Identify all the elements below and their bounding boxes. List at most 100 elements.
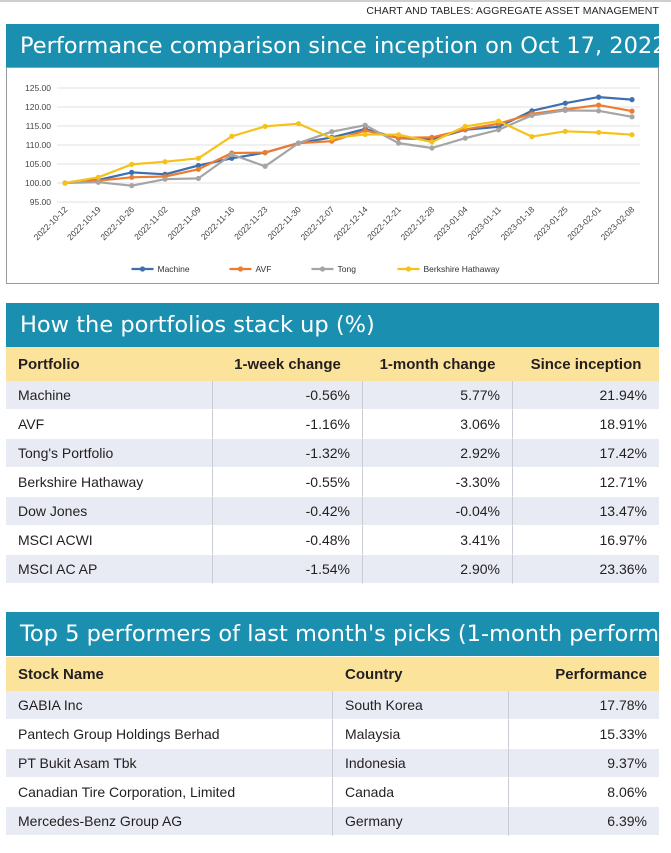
table-row: GABIA Inc South Korea 17.78% (6, 691, 659, 720)
stock-name: Pantech Group Holdings Berhad (6, 720, 332, 749)
table-row: Pantech Group Holdings Berhad Malaysia 1… (6, 720, 659, 749)
month-change: 3.41% (362, 526, 512, 555)
top5-title-banner: Top 5 performers of last month's picks (… (6, 612, 659, 656)
x-tick-label: 2023-01-25 (532, 204, 570, 242)
portfolio-header-inception: Since inception (512, 347, 659, 381)
series-line (64, 119, 633, 185)
data-point (529, 112, 535, 118)
stock-country: South Korea (332, 691, 508, 720)
data-point (229, 133, 235, 139)
y-tick-label: 115.00 (26, 121, 52, 131)
series-line (64, 103, 633, 185)
inception-change: 12.71% (512, 468, 659, 497)
week-change: -1.32% (212, 439, 362, 468)
data-point (262, 163, 268, 169)
legend-marker (237, 266, 244, 272)
line-chart-svg: 95.00 100.00 105.00 110.00 115.00 120.00 125.0… (25, 83, 640, 274)
data-point (229, 155, 235, 161)
legend-label: Tong (338, 264, 357, 274)
data-point (429, 134, 435, 140)
stock-country: Canada (332, 778, 508, 807)
portfolio-table: Portfolio 1-week change 1-month change S… (6, 347, 659, 584)
x-tick-label: 2023-01-11 (466, 204, 504, 242)
month-change: 2.90% (362, 555, 512, 584)
data-point (195, 175, 202, 182)
data-point (562, 107, 568, 114)
stock-performance: 15.33% (508, 720, 659, 749)
series-line (64, 96, 633, 185)
x-tick-label: 2022-11-23 (232, 204, 270, 242)
stock-name: Mercedes-Benz Group AG (6, 807, 332, 836)
data-point (129, 183, 135, 189)
data-point (329, 129, 335, 135)
stock-name: Canadian Tire Corporation, Limited (6, 778, 332, 807)
inception-change: 13.47% (512, 497, 659, 526)
x-tick-label: 2022-12-07 (298, 204, 336, 242)
stock-country: Malaysia (332, 720, 508, 749)
table-row: Canadian Tire Corporation, Limited Canad… (6, 778, 659, 807)
data-point (129, 174, 135, 180)
portfolio-name: Machine (6, 381, 212, 410)
table-row: Mercedes-Benz Group AG Germany 6.39% (6, 807, 659, 836)
data-point (495, 127, 502, 133)
portfolio-name: Dow Jones (6, 497, 212, 526)
stock-name: PT Bukit Asam Tbk (6, 749, 332, 778)
data-point (596, 108, 602, 114)
x-tick-label: 2022-10-26 (98, 204, 136, 242)
data-point (195, 155, 202, 161)
month-change: -3.30% (362, 468, 512, 497)
portfolio-title-banner: How the portfolios stack up (%) (6, 303, 659, 347)
inception-change: 16.97% (512, 526, 659, 555)
stock-performance: 9.37% (508, 749, 659, 778)
data-point (596, 102, 602, 108)
data-point (429, 145, 435, 151)
data-point (362, 122, 368, 128)
x-tick-label: 2022-12-14 (332, 204, 370, 242)
table-row: MSCI ACWI -0.48% 3.41% 16.97% (6, 526, 659, 555)
data-point (195, 166, 202, 172)
week-change: -0.56% (212, 381, 362, 410)
table-row: Tong's Portfolio -1.32% 2.92% 17.42% (6, 439, 659, 468)
top5-header-country: Country (332, 657, 508, 691)
table-row: MSCI AC AP -1.54% 2.90% 23.36% (6, 555, 659, 584)
data-point (629, 108, 635, 114)
data-point (629, 97, 635, 103)
week-change: -0.42% (212, 497, 362, 526)
top5-header-stock: Stock Name (6, 657, 332, 691)
data-point (395, 132, 402, 138)
legend-label: Berkshire Hathaway (424, 264, 501, 274)
data-point (462, 123, 468, 129)
portfolio-name: MSCI ACWI (6, 526, 212, 555)
legend-label: AVF (256, 264, 272, 274)
top-rule (0, 0, 671, 2)
portfolio-name: Berkshire Hathaway (6, 468, 212, 497)
data-point (195, 162, 202, 169)
data-point (362, 127, 368, 134)
x-tick-label: 2022-11-09 (165, 204, 203, 242)
top5-header-row: Stock Name Country Performance (6, 657, 659, 691)
table-row: AVF -1.16% 3.06% 18.91% (6, 410, 659, 439)
portfolio-name: MSCI AC AP (6, 555, 212, 584)
data-point (562, 100, 568, 106)
week-change: -0.55% (212, 468, 362, 497)
portfolio-name: Tong's Portfolio (6, 439, 212, 468)
inception-change: 18.91% (512, 410, 659, 439)
data-point (429, 139, 435, 145)
week-change: -0.48% (212, 526, 362, 555)
data-point (596, 94, 602, 100)
y-tick-label: 105.00 (25, 159, 51, 169)
x-tick-label: 2022-12-28 (398, 204, 436, 242)
data-point (329, 135, 335, 141)
data-point (62, 180, 68, 186)
portfolio-header-week: 1-week change (212, 347, 362, 381)
data-point (529, 134, 535, 140)
data-point (362, 131, 368, 137)
legend-marker (405, 266, 412, 272)
week-change: -1.16% (212, 410, 362, 439)
x-tick-label: 2022-10-19 (65, 204, 103, 242)
top5-table: Stock Name Country Performance GABIA Inc… (6, 657, 659, 836)
x-tick-label: 2022-12-21 (365, 204, 403, 242)
x-tick-label: 2023-02-08 (599, 204, 637, 242)
x-tick-label: 2023-01-18 (499, 204, 537, 242)
data-point (229, 151, 235, 158)
